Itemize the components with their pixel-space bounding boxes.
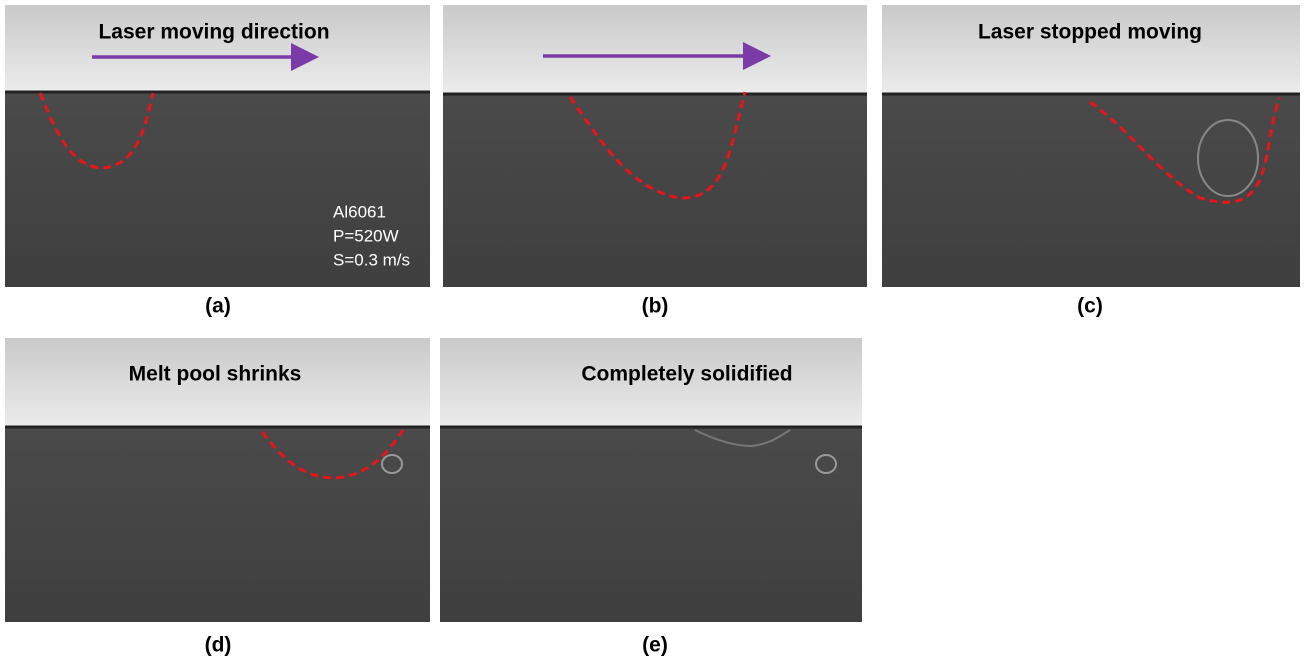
panel-title: Completely solidified bbox=[581, 363, 792, 386]
panel-title: Laser moving direction bbox=[98, 21, 329, 44]
image-bottom bbox=[440, 427, 862, 622]
panel-label: (d) bbox=[205, 634, 232, 657]
image-bottom bbox=[882, 94, 1300, 287]
panel-title: Melt pool shrinks bbox=[129, 363, 302, 386]
panel-e: Completely solidified (e) bbox=[440, 338, 862, 657]
sample-info: S=0.3 m/s bbox=[333, 250, 410, 269]
panel-label: (e) bbox=[642, 634, 668, 657]
panel-title: Laser stopped moving bbox=[978, 21, 1202, 44]
figure: Laser moving direction Al6061 P=520W S=0… bbox=[0, 0, 1306, 668]
image-bottom bbox=[443, 94, 867, 287]
sample-info: P=520W bbox=[333, 226, 399, 245]
image-bottom bbox=[5, 427, 430, 622]
image-top bbox=[443, 5, 867, 94]
panel-c: Laser stopped moving (c) bbox=[882, 5, 1300, 318]
panel-label: (c) bbox=[1077, 295, 1103, 318]
image-top bbox=[882, 5, 1300, 94]
image-top bbox=[5, 5, 430, 92]
panel-b: (b) bbox=[443, 5, 867, 318]
panel-label: (a) bbox=[205, 295, 231, 318]
panel-a: Laser moving direction Al6061 P=520W S=0… bbox=[5, 5, 430, 318]
panel-label: (b) bbox=[642, 295, 669, 318]
sample-info: Al6061 bbox=[333, 202, 386, 221]
panel-d: Melt pool shrinks (d) bbox=[5, 338, 430, 657]
